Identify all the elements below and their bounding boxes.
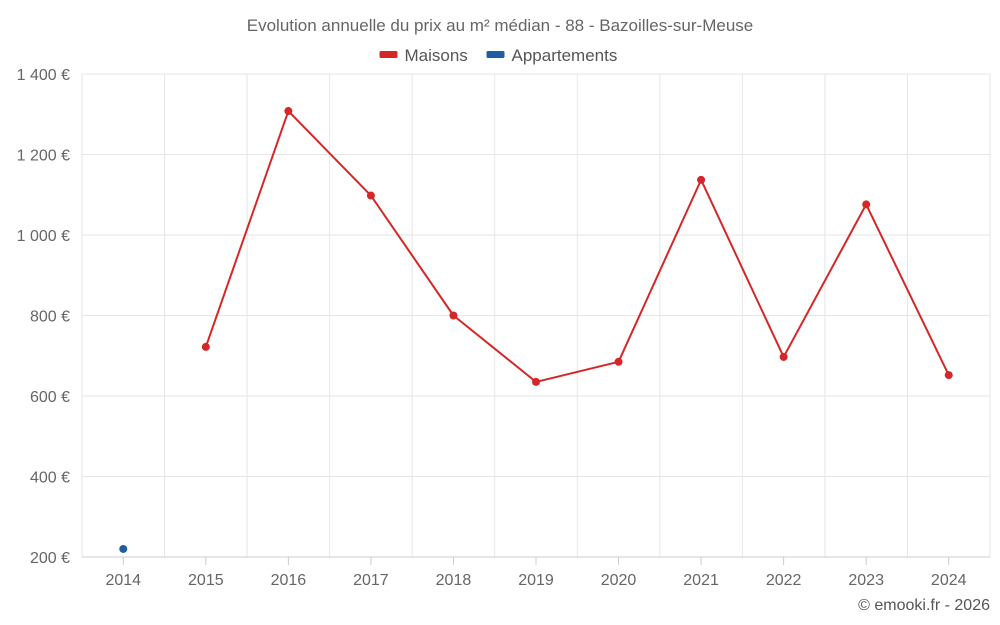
grid bbox=[81, 73, 991, 557]
x-tick-label: 2018 bbox=[436, 572, 472, 589]
legend-swatch bbox=[379, 51, 398, 58]
x-tick-label: 2017 bbox=[353, 572, 389, 589]
y-tick-label: 800 € bbox=[30, 309, 70, 326]
data-point-appartements[interactable] bbox=[119, 544, 128, 553]
y-tick-label: 600 € bbox=[30, 389, 70, 406]
y-tick-label: 200 € bbox=[30, 550, 70, 567]
data-point-maisons[interactable] bbox=[697, 175, 706, 184]
x-tick-label: 2024 bbox=[931, 572, 967, 589]
data-point-maisons[interactable] bbox=[614, 357, 623, 366]
x-tick-label: 2023 bbox=[848, 572, 884, 589]
data-point-maisons[interactable] bbox=[449, 311, 458, 320]
x-tick-label: 2014 bbox=[105, 572, 141, 589]
x-tick-label: 2015 bbox=[188, 572, 224, 589]
x-tick-label: 2019 bbox=[518, 572, 554, 589]
y-tick-label: 1 200 € bbox=[17, 148, 70, 165]
legend-item-maisons[interactable]: Maisons bbox=[379, 46, 468, 65]
y-tick-label: 1 000 € bbox=[17, 228, 70, 245]
data-point-maisons[interactable] bbox=[532, 377, 540, 386]
data-point-maisons[interactable] bbox=[862, 200, 871, 209]
y-tick-label: 400 € bbox=[30, 470, 70, 487]
data-point-maisons[interactable] bbox=[944, 371, 953, 380]
data-point-maisons[interactable] bbox=[779, 352, 788, 361]
legend-label: Maisons bbox=[405, 46, 468, 65]
data-point-maisons[interactable] bbox=[284, 107, 293, 116]
x-tick-label: 2021 bbox=[683, 572, 719, 589]
y-tick-label: 1 400 € bbox=[17, 67, 70, 84]
data-point-maisons[interactable] bbox=[366, 191, 375, 200]
x-tick-label: 2020 bbox=[601, 572, 637, 589]
data-point-maisons[interactable] bbox=[201, 342, 210, 351]
axes: 200 € 400 € 600 € 800 € 1 000 € 1 200 € 1 400 … bbox=[17, 67, 990, 589]
series-layer bbox=[119, 107, 953, 553]
series-line-maisons bbox=[204, 110, 950, 383]
x-tick-label: 2022 bbox=[766, 572, 802, 589]
chart-title: Evolution annuelle du prix au m² médian … bbox=[247, 16, 753, 35]
legend: Maisons Appartements bbox=[379, 46, 618, 65]
credit-text: © emooki.fr - 2026 bbox=[858, 597, 990, 614]
legend-label: Appartements bbox=[512, 46, 618, 65]
x-tick-label: 2016 bbox=[271, 572, 307, 589]
legend-item-appartements[interactable]: Appartements bbox=[486, 46, 618, 65]
legend-swatch bbox=[486, 51, 505, 58]
